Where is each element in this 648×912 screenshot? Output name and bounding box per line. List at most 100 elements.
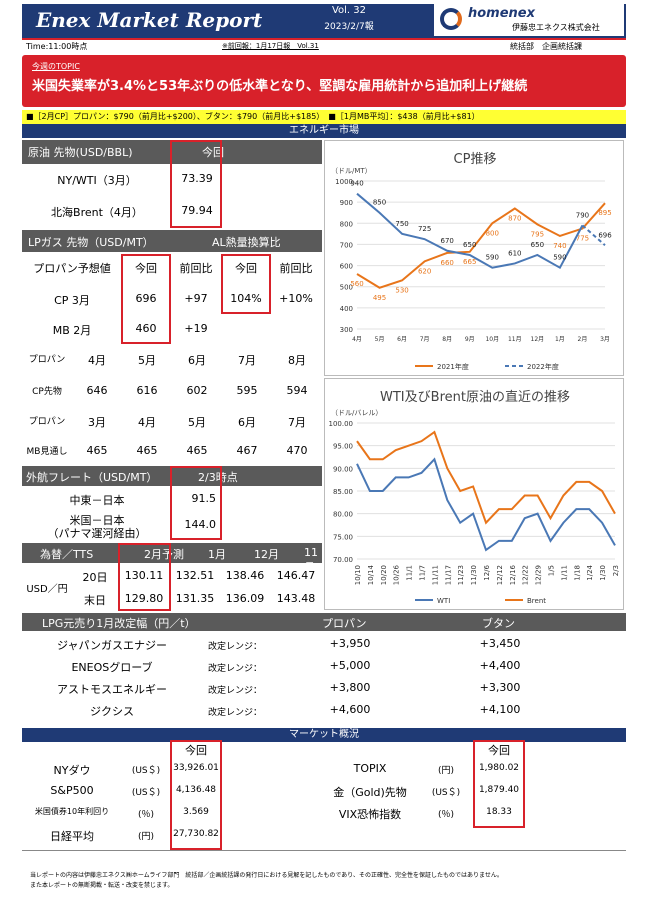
x-tick-label: 9月: [465, 336, 475, 343]
fx-row-value: 138.46: [225, 569, 265, 582]
topic-text: 米国失業率が3.4%と53年ぶりの低水準となり、堅調な雇用統計から追加利上げ継続: [32, 79, 528, 94]
data-label: 650: [463, 241, 476, 249]
freight-header-label: 外航フレート（USD/MT）: [26, 471, 158, 484]
lpg-row-diff: +97: [184, 292, 208, 305]
x-tick-label: 10/10: [354, 565, 362, 585]
cp-chart-svg: CP推移 （ドル/MT） 300 400 500 600 700 800 900 1000 4月 5月…: [331, 152, 612, 371]
lpg-row-aldiff: +10%: [279, 292, 313, 305]
market-left-name: 日経平均: [50, 830, 94, 843]
market-section-title: マーケット概況: [22, 728, 626, 742]
fx-col-header: 1月: [208, 548, 226, 561]
forecast-cell: 467: [236, 444, 258, 457]
fx-row-value: 143.48: [276, 592, 316, 605]
fx-row-name: 20日: [82, 571, 108, 584]
y-tick-label: 100.00: [329, 420, 354, 428]
x-tick-label: 8月: [442, 336, 452, 343]
series-line: [356, 457, 616, 552]
x-tick-label: 3月: [600, 336, 610, 343]
fx-highlight: [118, 543, 171, 611]
fx-col-header: 12月: [254, 548, 279, 561]
topic-banner: 今週のTOPIC 米国失業率が3.4%と53年ぶりの低水準となり、堅調な雇用統計…: [22, 55, 626, 107]
y-tick-label: 700: [340, 241, 353, 249]
x-tick-label: 1/24: [586, 564, 594, 580]
market-left-value: 3.569: [183, 807, 209, 817]
series-line: [356, 202, 606, 289]
lpg-col-header: プロパン予想値: [33, 262, 111, 275]
lpg-price-company: ジャパンガスエナジー: [57, 639, 167, 652]
forecast-cell: 470: [286, 444, 308, 457]
x-tick-label: 12/22: [522, 565, 530, 585]
lpg-price-range-label: 改定レンジ：: [207, 708, 262, 718]
forecast-cell: 465: [186, 444, 208, 457]
freight-row-subname: （パナマ運河経由）: [47, 527, 147, 540]
fx-row-value: 131.35: [175, 592, 215, 605]
forecast-cell: 595: [236, 384, 258, 397]
lpg-price-company: ENEOSグローブ: [71, 661, 153, 674]
x-tick-label: 11月: [508, 336, 522, 343]
y-tick-label: 300: [340, 326, 353, 334]
series-line-forecast: [581, 224, 606, 247]
lpg-price-butane: +3,300: [479, 681, 521, 694]
fx-header: 為替／TTS 2月予測 1月 12月 11月: [22, 543, 322, 574]
lpg-col-header: 前回比: [179, 262, 213, 275]
summary-bar: ■［2月CP］プロパン：$790（前月比+$200）、ブタン：$790（前月比+…: [22, 110, 626, 124]
fx-row-value: 136.09: [225, 592, 265, 605]
cp-chart: CP推移 （ドル/MT） 300 400 500 600 700 800 900 1000 4月 5月…: [324, 140, 624, 376]
lpg-price-butane: +3,450: [479, 637, 521, 650]
forecast-cell: 465: [136, 444, 158, 457]
lpg-price-propane: +3,800: [329, 681, 371, 694]
forecast-cell: 4月: [88, 354, 106, 367]
footer-divider: [22, 850, 626, 851]
forecast-cell: 8月: [288, 354, 306, 367]
series-line: [356, 430, 616, 525]
y-tick-label: 400: [340, 305, 353, 313]
x-tick-label: 10月: [485, 336, 499, 343]
market-left-value: 33,926.01: [173, 763, 219, 773]
data-label: 940: [350, 180, 363, 188]
market-left-value: 27,730.82: [173, 829, 219, 839]
legend-label: WTI: [437, 597, 450, 605]
y-tick-label: 95.00: [333, 443, 353, 451]
freight-row-value: 144.0: [184, 518, 217, 531]
forecast-cell: 6月: [188, 354, 206, 367]
lpg-header: LPガス 先物（USD/MT） AL熱量換算比: [22, 230, 322, 252]
forecast-row-label: CP先物: [32, 387, 62, 397]
data-label: 790: [576, 211, 589, 219]
crude-chart: WTI及びBrent原油の直近の推移 （ドル/バレル） 70.00 75.00 80.0…: [324, 378, 624, 610]
legend-label: 2022年度: [527, 362, 559, 371]
freight-when-label: 2/3時点: [198, 471, 238, 484]
data-label: 696: [598, 231, 612, 239]
market-left-value: 4,136.48: [175, 785, 217, 795]
forecast-cell: 602: [186, 384, 208, 397]
forecast-cell: 7月: [238, 354, 256, 367]
fx-row-name: 末日: [84, 594, 106, 607]
lpg-row-now: 696: [135, 292, 157, 305]
previous-report: ※前回報：1月17日報 Vol.31: [222, 42, 319, 50]
data-label: 495: [373, 294, 386, 302]
x-tick-label: 5月: [375, 336, 385, 343]
market-now-label: 今回: [185, 744, 207, 757]
series-line: [356, 192, 584, 270]
crude-row-value: 73.39: [181, 172, 213, 185]
lpg-row-name: MB 2月: [52, 324, 92, 337]
lpg-price-header: LPG元売り1月改定幅（円／t） プロパン ブタン: [22, 613, 626, 631]
time-label: Time:11:00時点: [26, 42, 88, 51]
lpg-price-range-label: 改定レンジ：: [207, 686, 262, 696]
forecast-row-label: プロパン: [28, 417, 66, 427]
info-bar: Time:11:00時点 ※前回報：1月17日報 Vol.31 統括部 企画統括…: [22, 40, 626, 54]
lpg-header-label: LPガス 先物（USD/MT）: [28, 236, 154, 249]
lpg-price-propane: +3,950: [329, 637, 371, 650]
market-right-name: 金（Gold)先物: [333, 786, 407, 799]
lpg-col-header: 今回: [235, 262, 257, 275]
fx-row-value: 146.47: [276, 569, 316, 582]
fx-header-label: 為替／TTS: [40, 548, 94, 561]
y-tick-label: 80.00: [333, 511, 353, 519]
department: 統括部 企画統括課: [510, 42, 582, 51]
forecast-cell: 465: [86, 444, 108, 457]
market-right-value: 1,879.40: [478, 785, 520, 795]
market-right-name: TOPIX: [353, 762, 387, 775]
market-left-name: 米国債券10年利回り: [34, 807, 110, 816]
crude-highlight: [170, 140, 222, 228]
x-tick-label: 11/30: [470, 565, 478, 585]
energy-section-title: エネルギー市場: [22, 124, 626, 138]
